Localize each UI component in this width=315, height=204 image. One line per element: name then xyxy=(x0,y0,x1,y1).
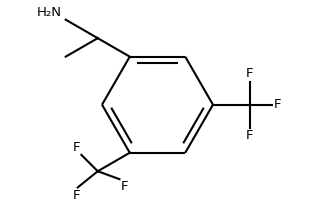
Text: F: F xyxy=(121,180,128,193)
Text: F: F xyxy=(73,188,80,202)
Text: F: F xyxy=(246,129,254,142)
Text: F: F xyxy=(274,98,282,111)
Text: H₂N: H₂N xyxy=(37,6,62,19)
Text: F: F xyxy=(73,141,80,154)
Text: F: F xyxy=(246,68,254,80)
